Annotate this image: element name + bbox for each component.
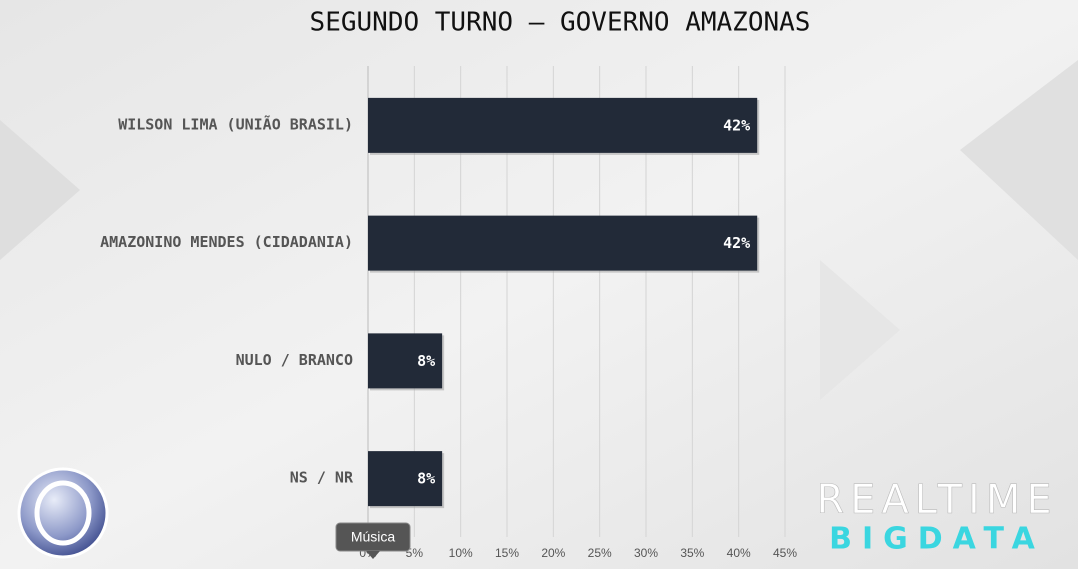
value-label: 8% <box>417 352 435 370</box>
x-tick-label: 30% <box>634 546 658 560</box>
y-tick-label: WILSON LIMA (UNIÃO BRASIL) <box>118 114 353 133</box>
x-tick-label: 10% <box>449 546 473 560</box>
x-tick-label: 45% <box>773 546 797 560</box>
decor <box>0 120 80 260</box>
chart-title: SEGUNDO TURNO – GOVERNO AMAZONAS <box>310 8 811 38</box>
x-tick-label: 25% <box>588 546 612 560</box>
x-tick-label: 20% <box>541 546 565 560</box>
bar <box>368 97 758 153</box>
x-tick-label: 5% <box>406 546 424 560</box>
x-tick-label: 40% <box>727 546 751 560</box>
brand-line2: BIGDATA <box>829 522 1045 557</box>
logo-ring <box>34 480 92 546</box>
y-tick-label: NULO / BRANCO <box>236 351 353 369</box>
x-tick-label: 35% <box>680 546 704 560</box>
tooltip: Música <box>335 522 411 559</box>
value-label: 8% <box>417 470 435 488</box>
bar <box>368 215 758 271</box>
y-tick-label: AMAZONINO MENDES (CIDADANIA) <box>100 233 353 251</box>
logo-circle <box>17 467 109 559</box>
decor <box>820 260 900 400</box>
plot-area: 0%5%10%15%20%25%30%35%40%45%WILSON LIMA … <box>100 66 797 560</box>
decor <box>960 60 1078 260</box>
y-tick-label: NS / NR <box>290 469 354 487</box>
broadcaster-logo <box>17 467 109 559</box>
bar <box>368 333 443 389</box>
brand-line1: REALTIME <box>816 477 1057 523</box>
bar <box>368 451 443 507</box>
tooltip-text: Música <box>351 529 396 545</box>
value-label: 42% <box>723 116 750 134</box>
x-tick-label: 15% <box>495 546 519 560</box>
value-label: 42% <box>723 234 750 252</box>
tooltip-pointer <box>366 551 380 559</box>
